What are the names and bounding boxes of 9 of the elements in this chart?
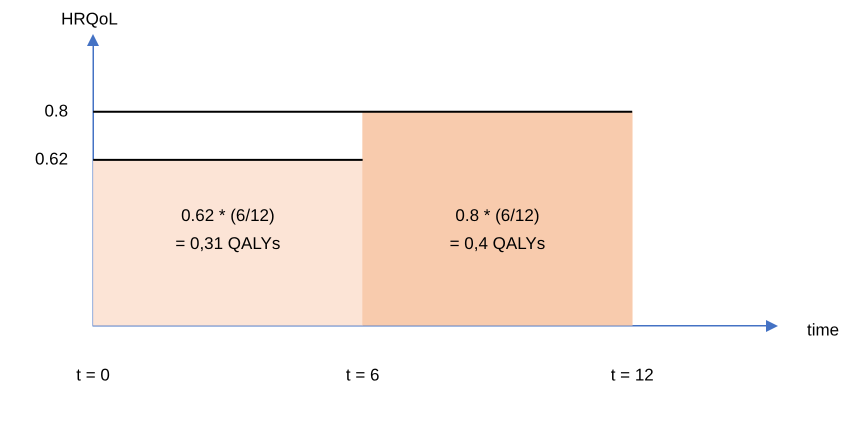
annotation: 0.8 * (6/12) = 0,4 QALYs bbox=[450, 206, 546, 253]
y-tick-label: 0.62 bbox=[34, 150, 68, 169]
annotation: 0.62 * (6/12) = 0,31 QALYs bbox=[175, 206, 280, 253]
y-tick-label: 0.8 bbox=[44, 101, 68, 120]
x-tick-label: t = 0 bbox=[76, 365, 110, 384]
x-tick-label: t = 12 bbox=[610, 365, 654, 384]
y-axis-title: HRQoL bbox=[61, 10, 118, 29]
x-tick-label: t = 6 bbox=[346, 365, 380, 384]
x-axis-title: time bbox=[807, 320, 840, 340]
